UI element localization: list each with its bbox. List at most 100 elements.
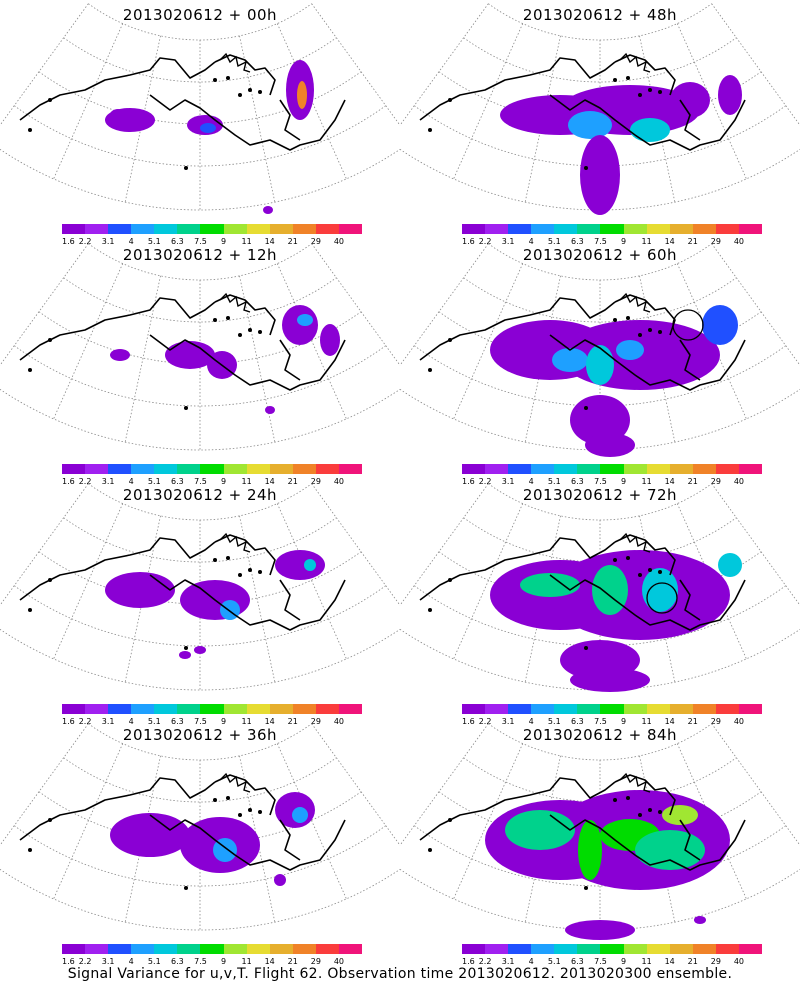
colorbar-tick-label: 29	[710, 717, 721, 726]
coastline-arctic-islands	[614, 774, 676, 816]
island	[648, 88, 652, 92]
colorbar-tick-label: 40	[733, 717, 745, 726]
colorbar-tick-label: 7.5	[594, 237, 607, 246]
island	[648, 568, 652, 572]
colorbar-tick-label: 9	[220, 237, 227, 246]
polar-map	[400, 483, 800, 692]
meridian-line	[311, 3, 400, 126]
colorbar-tick-label: 6.3	[571, 237, 584, 246]
colorbar-swatch	[108, 944, 132, 954]
latitude-line	[88, 3, 312, 41]
colorbar-swatch	[108, 464, 132, 474]
meridian-line	[276, 503, 347, 660]
island-cluster	[619, 532, 651, 553]
colorbar-swatch	[738, 464, 763, 474]
coastline-hudson	[279, 579, 301, 621]
panel-title: 2013020612 + 60h	[522, 246, 678, 264]
latitude-line	[414, 585, 786, 647]
colorbar-swatch	[223, 224, 247, 234]
colorbar-tick-label: 6.3	[171, 477, 184, 486]
colorbar-swatches	[462, 944, 763, 954]
coastline-arctic-islands	[214, 534, 276, 576]
latitude-line	[88, 723, 312, 761]
colorbar-swatches	[462, 224, 763, 234]
colorbar: 1.6 2.2 3.1 4 5.1 6.3 7.5 9 11 14 21 29 40	[462, 464, 763, 498]
colorbar-swatch	[200, 944, 224, 954]
island	[258, 570, 262, 574]
colorbar-swatch	[292, 224, 316, 234]
colorbar-swatches	[62, 704, 363, 714]
meridian-line	[400, 483, 489, 606]
variance-region	[585, 433, 635, 457]
colorbar-tick-label: 2.2	[478, 717, 492, 726]
colorbar-swatch	[623, 944, 647, 954]
colorbar-swatch	[292, 944, 316, 954]
panel-00h: 2013020612 + 00h 1.6 2.2 3.1 4 5.1 6.3 7.5 9 11 1…	[0, 0, 400, 246]
island	[658, 90, 662, 94]
variance-region	[505, 810, 575, 850]
island-cluster	[619, 772, 651, 793]
colorbar-swatch	[246, 464, 270, 474]
meridian-line	[53, 23, 124, 180]
panel-title: 2013020612 + 36h	[122, 726, 278, 744]
figure-caption: Signal Variance for u,v,T. Flight 62. Ob…	[67, 966, 733, 982]
colorbar-tick-label: 21	[687, 717, 698, 726]
island	[248, 808, 252, 812]
coastline-arctic-islands	[614, 534, 676, 576]
colorbar-tick-label: 40	[333, 957, 345, 966]
meridian-line	[53, 503, 124, 660]
panel-24h: 2013020612 + 24h 1.6 2.2 3.1 4 5.1 6.3 7.5 9 11 1…	[0, 480, 400, 726]
colorbar-tick-label: 3.1	[501, 237, 515, 246]
island	[448, 98, 452, 102]
colorbar-tick-label: 6.3	[171, 957, 184, 966]
colorbar-swatches	[462, 704, 763, 714]
coastlines	[419, 54, 746, 170]
colorbar-swatch	[292, 704, 316, 714]
coastlines	[19, 534, 346, 650]
colorbar-swatch	[177, 464, 201, 474]
colorbar-tick-label: 6.3	[571, 717, 584, 726]
island	[648, 328, 652, 332]
meridian-line	[276, 263, 347, 420]
meridian-line	[711, 723, 800, 846]
colorbar-swatch	[715, 224, 739, 234]
colorbar-swatch	[646, 224, 670, 234]
island	[658, 330, 662, 334]
colorbar-tick-label: 1.6	[462, 717, 475, 726]
colorbar-ticks: 1.6 2.2 3.1 4 5.1 6.3 7.5 9 11 14 21 29 40	[462, 717, 762, 729]
colorbar-swatch	[62, 224, 86, 234]
panel-12h: 2013020612 + 12h 1.6 2.2 3.1 4 5.1 6.3 7.5 9 11 1…	[0, 240, 400, 486]
colorbar-swatches	[62, 944, 363, 954]
island	[48, 578, 52, 582]
colorbar-swatch	[177, 224, 201, 234]
island	[28, 848, 32, 852]
island	[48, 818, 52, 822]
variance-shading	[485, 790, 730, 940]
colorbar-tick-label: 7.5	[194, 237, 207, 246]
colorbar-swatch	[223, 944, 247, 954]
colorbar-ticks: 1.6 2.2 3.1 4 5.1 6.3 7.5 9 11 14 21 29 40	[62, 957, 362, 969]
colorbar-swatch	[715, 464, 739, 474]
colorbar-tick-label: 5.1	[547, 957, 561, 966]
colorbar-swatch	[462, 944, 486, 954]
colorbar-tick-label: 4	[128, 237, 134, 246]
colorbar-swatch	[508, 944, 532, 954]
colorbar-tick-label: 3.1	[501, 957, 515, 966]
variance-region	[194, 646, 206, 654]
colorbar-swatch	[246, 704, 270, 714]
colorbar-tick-label: 29	[310, 237, 321, 246]
colorbar-swatch	[108, 224, 132, 234]
island	[613, 798, 617, 802]
panel-title: 2013020612 + 84h	[522, 726, 678, 744]
coastline-arctic-islands	[614, 54, 676, 96]
latitude-line	[14, 825, 386, 887]
island	[238, 333, 242, 337]
colorbar-tick-label: 40	[733, 957, 745, 966]
coastline-hudson	[679, 339, 701, 381]
colorbar: 1.6 2.2 3.1 4 5.1 6.3 7.5 9 11 14 21 29 40	[462, 704, 763, 738]
island	[184, 166, 188, 170]
colorbar-tick-label: 9	[620, 237, 627, 246]
coastline-alaska-canada	[549, 94, 746, 151]
island	[248, 328, 252, 332]
colorbar-tick-label: 29	[310, 477, 321, 486]
